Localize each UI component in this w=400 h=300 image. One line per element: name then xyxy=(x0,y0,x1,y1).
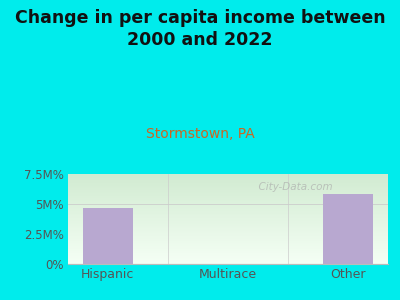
Bar xyxy=(68,223,388,224)
Bar xyxy=(68,252,388,253)
Bar xyxy=(68,241,388,242)
Bar xyxy=(68,183,388,184)
Bar xyxy=(68,216,388,217)
Bar xyxy=(68,204,388,205)
Bar xyxy=(68,191,388,192)
Bar xyxy=(68,253,388,254)
Bar xyxy=(68,229,388,230)
Bar xyxy=(68,207,388,208)
Bar xyxy=(68,256,388,257)
Bar xyxy=(68,227,388,228)
Bar xyxy=(68,236,388,237)
Bar xyxy=(68,224,388,225)
Bar xyxy=(68,212,388,213)
Bar xyxy=(68,211,388,212)
Bar xyxy=(68,244,388,245)
Bar xyxy=(68,232,388,233)
Bar xyxy=(68,206,388,207)
Bar xyxy=(68,175,388,176)
Bar xyxy=(68,194,388,195)
Bar xyxy=(68,250,388,251)
Bar xyxy=(82,208,133,264)
Bar xyxy=(68,262,388,263)
Bar xyxy=(68,182,388,183)
Bar xyxy=(68,210,388,211)
Bar xyxy=(68,251,388,252)
Bar xyxy=(68,231,388,232)
Bar xyxy=(68,178,388,179)
Bar xyxy=(68,246,388,247)
Bar xyxy=(68,248,388,249)
Bar xyxy=(68,240,388,241)
Bar xyxy=(68,186,388,187)
Bar xyxy=(68,217,388,218)
Bar xyxy=(68,226,388,227)
Bar xyxy=(68,234,388,235)
Bar xyxy=(68,260,388,261)
Bar xyxy=(68,188,388,189)
Bar xyxy=(68,174,388,175)
Bar xyxy=(68,220,388,221)
Bar xyxy=(68,218,388,219)
Bar xyxy=(68,214,388,215)
Bar xyxy=(68,192,388,193)
Bar xyxy=(68,180,388,181)
Bar xyxy=(68,259,388,260)
Text: City-Data.com: City-Data.com xyxy=(252,182,332,193)
Bar xyxy=(68,238,388,239)
Bar xyxy=(68,205,388,206)
Bar xyxy=(68,179,388,180)
Bar xyxy=(68,193,388,194)
Bar xyxy=(68,208,388,209)
Bar xyxy=(68,215,388,216)
Bar xyxy=(68,257,388,258)
Bar xyxy=(68,185,388,186)
Bar xyxy=(68,199,388,200)
Bar xyxy=(68,187,388,188)
Bar xyxy=(68,239,388,240)
Bar xyxy=(68,242,388,243)
Bar xyxy=(68,230,388,231)
Bar xyxy=(68,196,388,197)
Bar xyxy=(68,176,388,177)
Bar xyxy=(68,195,388,196)
Bar xyxy=(68,209,388,210)
Bar xyxy=(68,200,388,201)
Bar xyxy=(68,198,388,199)
Text: Stormstown, PA: Stormstown, PA xyxy=(146,128,254,142)
Bar xyxy=(68,222,388,223)
Bar xyxy=(68,237,388,238)
Bar xyxy=(68,219,388,220)
Bar xyxy=(68,213,388,214)
Bar xyxy=(68,190,388,191)
Bar xyxy=(68,249,388,250)
Bar xyxy=(68,177,388,178)
Bar xyxy=(68,233,388,234)
Bar xyxy=(68,245,388,246)
Bar xyxy=(68,243,388,244)
Bar xyxy=(68,203,388,204)
Bar xyxy=(68,201,388,202)
Bar xyxy=(68,225,388,226)
Bar xyxy=(68,181,388,182)
Bar xyxy=(68,184,388,185)
Bar xyxy=(68,261,388,262)
Bar xyxy=(68,228,388,229)
Bar xyxy=(68,189,388,190)
Bar xyxy=(68,202,388,203)
Bar xyxy=(68,263,388,264)
Bar xyxy=(68,258,388,259)
Bar xyxy=(68,235,388,236)
Bar xyxy=(323,194,374,264)
Bar xyxy=(68,255,388,256)
Text: Change in per capita income between
2000 and 2022: Change in per capita income between 2000… xyxy=(15,9,385,49)
Bar xyxy=(68,254,388,255)
Bar xyxy=(68,197,388,198)
Bar xyxy=(68,247,388,248)
Bar xyxy=(68,221,388,222)
